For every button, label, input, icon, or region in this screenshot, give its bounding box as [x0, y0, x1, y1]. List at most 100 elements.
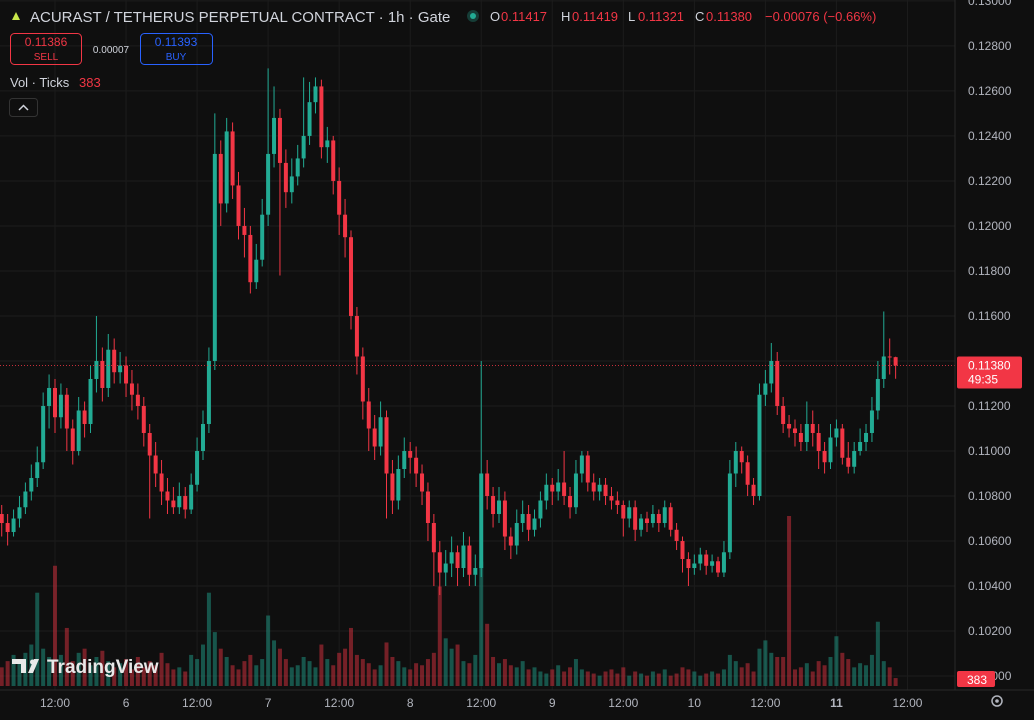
volume-bar [627, 675, 632, 686]
candle-body [118, 365, 123, 373]
candle-body [360, 356, 365, 402]
candle-body [763, 383, 768, 395]
volume-bar [810, 671, 815, 686]
volume-bar [656, 673, 661, 686]
volume-bar [840, 652, 845, 686]
x-tick-label: 12:00 [892, 696, 922, 710]
y-tick-label: 0.11200 [968, 399, 1011, 413]
candle-body [710, 561, 715, 566]
sell-button[interactable] [10, 33, 82, 65]
volume-bar [520, 661, 525, 686]
y-tick-label: 0.10400 [968, 579, 1012, 593]
candle-body [526, 514, 531, 530]
countdown: 49:35 [968, 372, 998, 386]
candle-body [449, 552, 454, 564]
volume-bar [822, 665, 827, 686]
volume-bar [674, 673, 679, 686]
candle-body [473, 568, 478, 575]
volume-bar [200, 644, 205, 686]
candle-body [141, 405, 146, 433]
candle-body [230, 131, 235, 186]
x-tick-label: 12:00 [466, 696, 496, 710]
candle-body [810, 423, 815, 433]
candle-body [443, 563, 448, 573]
settings-icon-core[interactable] [995, 699, 999, 703]
volume-bar [189, 654, 194, 686]
candle-body [242, 225, 247, 235]
legend-change: −0.00076 (−0.66%) [765, 9, 876, 24]
candle-body [325, 140, 330, 148]
volume-bar [479, 561, 484, 686]
volume-bar [218, 648, 223, 686]
candle-body [650, 514, 655, 524]
sell-price[interactable]: 0.11386 [25, 35, 68, 49]
axes: 0.100000.102000.104000.106000.108000.110… [40, 0, 1012, 710]
volume-bar [733, 661, 738, 686]
buy-price[interactable]: 0.11393 [155, 35, 198, 49]
candle-body [502, 500, 507, 537]
buy-label[interactable]: BUY [166, 52, 187, 63]
collapse-button[interactable] [9, 98, 38, 117]
volume-bar [70, 661, 75, 686]
candle-body [420, 473, 425, 492]
collapse-icon[interactable] [18, 104, 29, 111]
brand-logo-dot [30, 659, 35, 665]
candle-body [289, 176, 294, 193]
buy-button[interactable] [140, 33, 213, 65]
y-tick-label: 0.12000 [968, 219, 1012, 233]
legend-key: H [561, 9, 570, 24]
volume-bar [443, 638, 448, 686]
volume-bar [502, 659, 507, 686]
volume-bar [816, 661, 821, 686]
volume-bar [100, 650, 105, 686]
candle-body [254, 259, 259, 283]
legend-value: 0.11419 [572, 9, 618, 24]
volume-bar [266, 615, 271, 686]
volume-bar [485, 623, 490, 686]
candle-body [627, 507, 632, 519]
candle-body [189, 484, 194, 510]
y-tick-label: 0.11800 [968, 264, 1011, 278]
candle-body [112, 349, 117, 373]
volume-bar [858, 663, 863, 686]
volume-bar [236, 669, 241, 686]
volume-bar [508, 665, 513, 686]
volume-bar [775, 656, 780, 686]
volume-bar [846, 659, 851, 686]
volume-bar [384, 642, 389, 686]
x-tick-label: 7 [265, 696, 272, 710]
candle-body [514, 523, 519, 546]
volume-bar [230, 665, 235, 686]
candle-body [277, 117, 282, 163]
candle-body [437, 552, 442, 573]
y-tick-label: 0.12800 [968, 39, 1012, 53]
candle-body [106, 349, 111, 388]
volume-bar [556, 665, 561, 686]
volume-bar [195, 659, 200, 686]
candle-body [633, 507, 638, 530]
volume-bar [852, 667, 857, 686]
candle-body [153, 455, 158, 474]
volume-bar [869, 654, 874, 686]
candle-body [775, 360, 780, 406]
y-tick-label: 0.10800 [968, 489, 1012, 503]
candle-body [893, 357, 898, 366]
volume-bar [372, 669, 377, 686]
sell-label[interactable]: SELL [34, 52, 59, 63]
candle-body [739, 450, 744, 463]
candle-body [147, 432, 152, 456]
settings-icon[interactable] [991, 695, 1003, 707]
volume-bar [319, 644, 324, 686]
candle-body [23, 491, 28, 508]
volume-bar [0, 667, 4, 686]
x-tick-label: 10 [688, 696, 702, 710]
volume-bar [41, 648, 46, 686]
x-tick-label: 12:00 [608, 696, 638, 710]
candle-body [704, 554, 709, 566]
volume-bar [893, 678, 898, 686]
candle-body [414, 457, 419, 474]
volume-bar [212, 632, 217, 686]
volume-bar [135, 656, 140, 686]
volume-bar [668, 675, 673, 686]
candle-body [585, 455, 590, 483]
